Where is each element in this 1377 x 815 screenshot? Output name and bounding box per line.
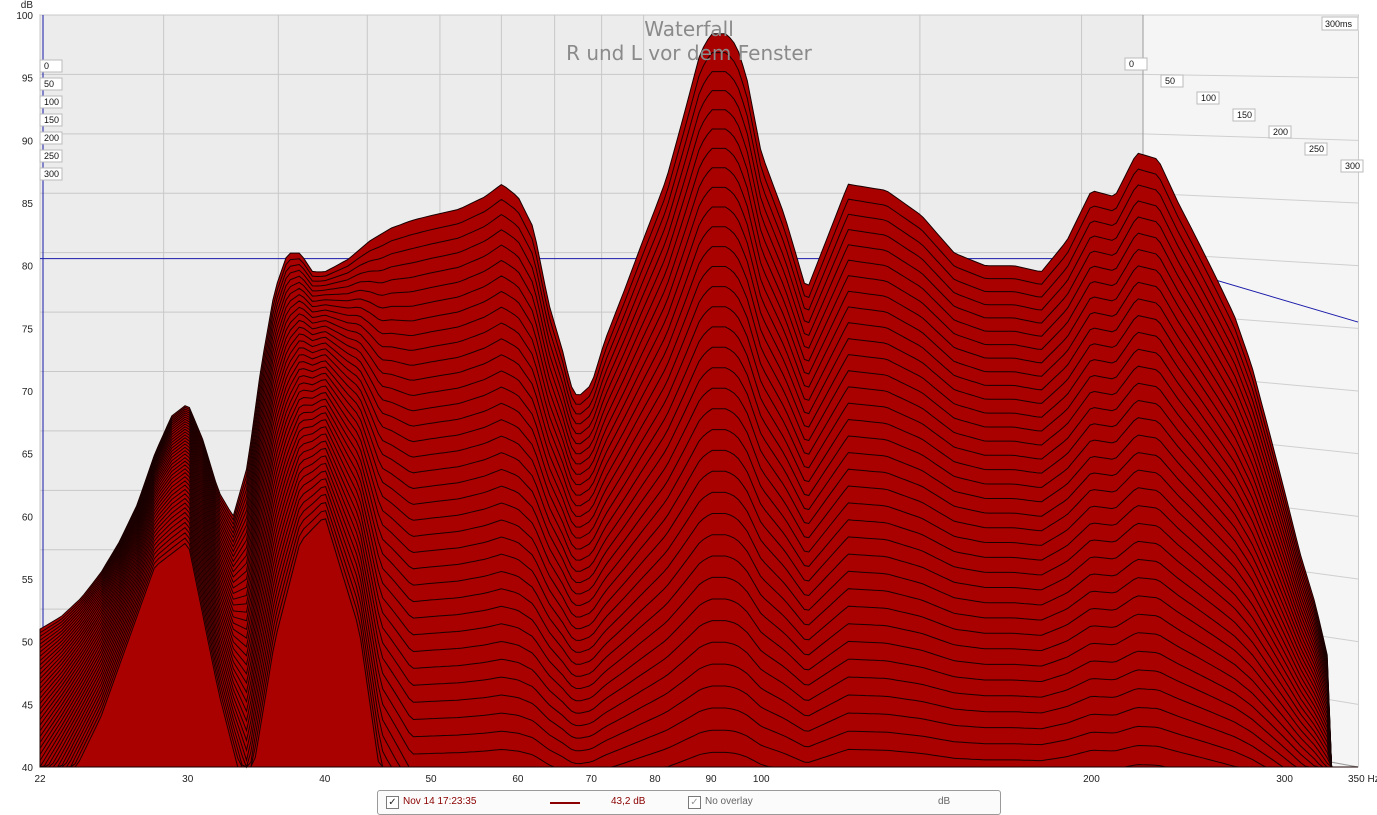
chart-title: Waterfall bbox=[644, 17, 734, 41]
time-tick-label-side: 200 bbox=[1273, 127, 1288, 137]
time-tick-box-left bbox=[39, 59, 63, 73]
time-tick-label-left: 100 bbox=[44, 97, 59, 107]
y-tick-label: 50 bbox=[22, 638, 34, 649]
x-tick-label: 60 bbox=[512, 774, 524, 785]
measurement-label: Nov 14 17:23:35 bbox=[403, 796, 477, 807]
y-tick-label: 75 bbox=[22, 324, 34, 335]
x-tick-label: 40 bbox=[319, 774, 331, 785]
time-tick-label-side: 300 bbox=[1345, 161, 1360, 171]
y-tick-label: 70 bbox=[22, 387, 34, 398]
y-tick-label: 90 bbox=[22, 136, 34, 147]
time-tick-box-left bbox=[39, 77, 63, 91]
y-tick-label: 85 bbox=[22, 199, 34, 210]
x-tick-label: 80 bbox=[649, 774, 661, 785]
x-tick-label: 350 Hz bbox=[1348, 774, 1377, 785]
time-tick-label-side: 100 bbox=[1201, 93, 1216, 103]
time-tick-box-side bbox=[1304, 142, 1328, 156]
time-tick-box-left bbox=[39, 131, 63, 145]
grid-line-perspective bbox=[1142, 133, 1359, 141]
measurement-value: 43,2 dB bbox=[611, 796, 646, 807]
time-tick-box-side bbox=[1340, 159, 1364, 173]
measurement-line-swatch bbox=[550, 802, 580, 804]
x-tick-label: 90 bbox=[705, 774, 717, 785]
time-tick-box-side bbox=[1232, 108, 1256, 122]
x-tick-label: 100 bbox=[753, 774, 770, 785]
time-tick-label-left: 200 bbox=[44, 133, 59, 143]
waterfall-slices bbox=[39, 33, 1358, 769]
time-tick-box-side bbox=[1160, 74, 1184, 88]
measurement-checkbox[interactable]: ✓ bbox=[386, 796, 399, 809]
y-tick-label: 65 bbox=[22, 450, 34, 461]
time-tick-box-left bbox=[39, 149, 63, 163]
time-tick-box-side bbox=[1124, 57, 1148, 71]
legend-bar: ✓ Nov 14 17:23:35 43,2 dB ✓ No overlay d… bbox=[377, 790, 1001, 815]
time-tick-box-left bbox=[39, 95, 63, 109]
overlay-label: No overlay bbox=[705, 796, 753, 807]
time-axis-max-label: 300ms bbox=[1325, 19, 1353, 29]
time-tick-label-side: 0 bbox=[1129, 59, 1134, 69]
chart-subtitle: R und L vor dem Fenster bbox=[566, 41, 813, 65]
time-tick-label-side: 150 bbox=[1237, 110, 1252, 120]
y-tick-label: 60 bbox=[22, 512, 34, 523]
y-tick-label: 80 bbox=[22, 262, 34, 273]
time-tick-label-left: 250 bbox=[44, 151, 59, 161]
x-tick-label: 300 bbox=[1276, 774, 1293, 785]
y-tick-label: 40 bbox=[22, 763, 34, 774]
legend-unit: dB bbox=[938, 796, 951, 807]
time-tick-box-left bbox=[39, 113, 63, 127]
time-axis-max-box bbox=[1321, 16, 1359, 31]
time-tick-label-left: 0 bbox=[44, 61, 49, 71]
y-tick-label: 100 bbox=[16, 11, 33, 22]
time-tick-label-left: 150 bbox=[44, 115, 59, 125]
x-tick-label: 22 bbox=[34, 774, 46, 785]
y-tick-label: 95 bbox=[22, 74, 34, 85]
y-tick-label: 55 bbox=[22, 575, 34, 586]
time-tick-box-side bbox=[1268, 125, 1292, 139]
time-tick-label-side: 50 bbox=[1165, 76, 1175, 86]
x-tick-label: 200 bbox=[1083, 774, 1100, 785]
y-tick-label: 45 bbox=[22, 700, 34, 711]
time-tick-box-left bbox=[39, 167, 63, 181]
grid-line-perspective bbox=[1142, 192, 1359, 204]
x-tick-label: 70 bbox=[586, 774, 598, 785]
time-tick-label-left: 300 bbox=[44, 169, 59, 179]
time-tick-label-left: 50 bbox=[44, 79, 54, 89]
y-axis-label: dB bbox=[21, 0, 34, 11]
x-tick-label: 30 bbox=[182, 774, 194, 785]
overlay-checkbox[interactable]: ✓ bbox=[688, 796, 701, 809]
time-tick-box-side bbox=[1196, 91, 1220, 105]
waterfall-slice bbox=[40, 518, 1358, 768]
x-tick-label: 50 bbox=[426, 774, 438, 785]
time-tick-label-side: 250 bbox=[1309, 144, 1324, 154]
